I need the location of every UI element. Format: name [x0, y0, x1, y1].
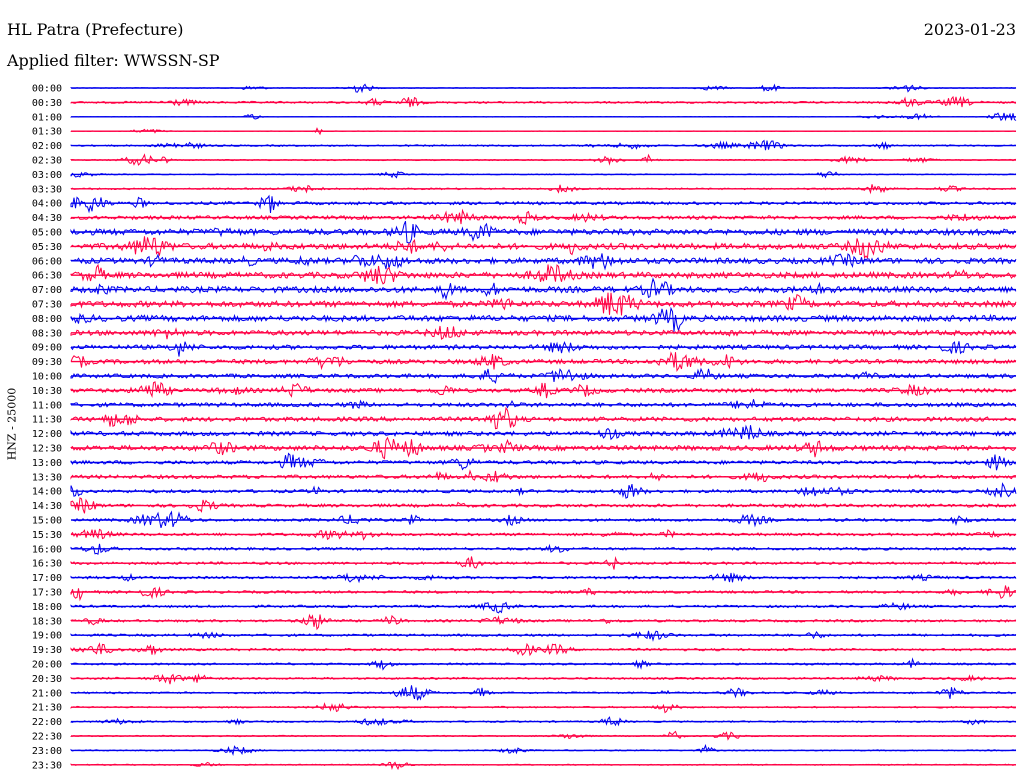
trace-time-label: 05:00 [32, 228, 62, 239]
trace-time-label: 14:00 [32, 487, 62, 498]
seismic-trace [70, 761, 1017, 771]
seismic-trace [70, 221, 1017, 244]
seismic-trace [70, 673, 1017, 685]
seismic-trace [70, 306, 1017, 333]
trace-time-label: 01:30 [32, 127, 62, 138]
trace-time-label: 09:30 [32, 357, 62, 368]
trace-time-label: 02:30 [32, 156, 62, 167]
trace-time-label: 16:00 [32, 544, 62, 555]
trace-time-label: 17:00 [32, 573, 62, 584]
trace-time-label: 12:30 [32, 444, 62, 455]
trace-time-label: 09:00 [32, 343, 62, 354]
trace-time-label: 16:30 [32, 559, 62, 570]
trace-time-label: 18:00 [32, 602, 62, 613]
trace-time-label: 19:00 [32, 631, 62, 642]
trace-time-label: 18:30 [32, 616, 62, 627]
applied-filter-label: Applied filter: WWSSN-SP [7, 51, 220, 70]
trace-time-label: 01:00 [32, 112, 62, 123]
trace-time-label: 23:30 [32, 760, 62, 771]
trace-time-label: 07:00 [32, 285, 62, 296]
trace-time-label: 14:30 [32, 501, 62, 512]
trace-time-label: 12:00 [32, 429, 62, 440]
trace-time-label: 13:00 [32, 458, 62, 469]
seismic-trace [70, 263, 1017, 285]
trace-time-label: 07:30 [32, 300, 62, 311]
trace-time-label: 15:00 [32, 516, 62, 527]
trace-time-label: 02:00 [32, 141, 62, 152]
trace-time-label: 20:00 [32, 660, 62, 671]
trace-time-label: 17:30 [32, 588, 62, 599]
trace-time-label: 06:30 [32, 271, 62, 282]
seismic-trace [70, 601, 1016, 614]
trace-time-label: 20:30 [32, 674, 62, 685]
seismic-trace [70, 341, 1017, 357]
seismic-trace [70, 424, 1017, 441]
seismic-trace [70, 367, 1017, 385]
seismic-trace [70, 194, 1017, 214]
trace-time-label: 21:00 [32, 688, 62, 699]
trace-time-label: 13:30 [32, 472, 62, 483]
trace-time-label: 11:00 [32, 400, 62, 411]
trace-time-label: 21:30 [32, 703, 62, 714]
seismic-trace [70, 613, 1017, 631]
seismic-trace [70, 406, 1017, 430]
record-date: 2023-01-23 [923, 20, 1016, 39]
seismic-trace [70, 543, 1017, 555]
trace-time-label: 10:30 [32, 386, 62, 397]
trace-time-label: 05:30 [32, 242, 62, 253]
seismic-trace [70, 399, 1017, 410]
seismic-trace [70, 452, 1017, 471]
trace-time-label: 08:30 [32, 328, 62, 339]
trace-time-label: 23:00 [32, 746, 62, 757]
seismic-trace [70, 702, 1017, 714]
trace-time-label: 08:00 [32, 314, 62, 325]
trace-time-label: 10:00 [32, 372, 62, 383]
trace-time-label: 04:00 [32, 199, 62, 210]
trace-time-label: 00:30 [32, 98, 62, 109]
trace-time-label: 22:30 [32, 732, 62, 743]
trace-time-label: 04:30 [32, 213, 62, 224]
trace-time-label: 19:30 [32, 645, 62, 656]
seismic-trace [70, 277, 1017, 301]
trace-time-label: 00:00 [32, 84, 62, 95]
trace-time-label: 03:00 [32, 170, 62, 181]
trace-time-label: 15:30 [32, 530, 62, 541]
seismic-trace [70, 236, 1017, 260]
trace-time-label: 11:30 [32, 415, 62, 426]
trace-time-label: 03:30 [32, 184, 62, 195]
station-title: HL Patra (Prefecture) [7, 20, 184, 39]
trace-time-label: 06:00 [32, 256, 62, 267]
trace-time-label: 22:00 [32, 717, 62, 728]
